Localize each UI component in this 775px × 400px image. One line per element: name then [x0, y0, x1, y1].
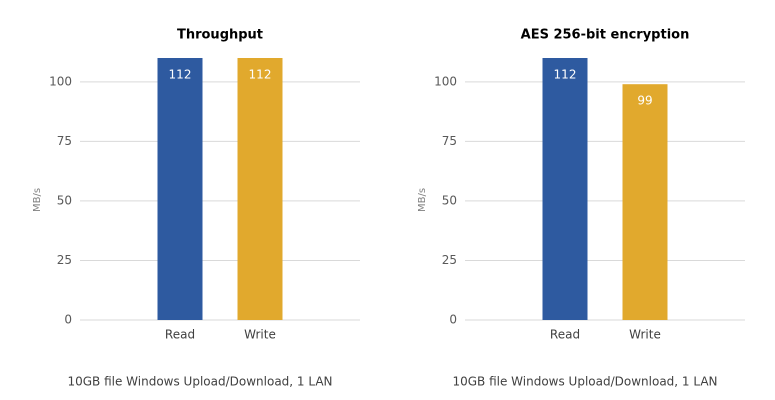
x-tick-label: Read	[165, 328, 195, 342]
y-tick-label: 100	[434, 74, 457, 88]
x-tick-label: Write	[244, 328, 276, 342]
footnote: 10GB file Windows Upload/Download, 1 LAN	[452, 375, 717, 389]
x-tick-label: Read	[550, 328, 580, 342]
value-label: 112	[169, 68, 192, 82]
value-label: 112	[554, 68, 577, 82]
y-tick-label: 50	[442, 193, 457, 207]
y-axis-label: MB/s	[32, 188, 43, 212]
value-label: 112	[249, 68, 272, 82]
bar	[237, 58, 283, 320]
value-label: 99	[637, 94, 652, 108]
y-tick-label: 0	[449, 313, 457, 327]
chart-title: Throughput	[177, 28, 263, 43]
bar	[622, 84, 668, 320]
y-tick-label: 100	[49, 74, 72, 88]
y-tick-label: 0	[64, 313, 72, 327]
y-axis-label: MB/s	[417, 188, 428, 212]
y-tick-label: 75	[57, 134, 72, 148]
footnote: 10GB file Windows Upload/Download, 1 LAN	[67, 375, 332, 389]
bar	[157, 58, 203, 320]
y-tick-label: 25	[442, 253, 457, 267]
chart-title: AES 256-bit encryption	[521, 28, 690, 43]
y-tick-label: 75	[442, 134, 457, 148]
y-tick-label: 50	[57, 193, 72, 207]
bar	[542, 58, 588, 320]
y-tick-label: 25	[57, 253, 72, 267]
x-tick-label: Write	[629, 328, 661, 342]
